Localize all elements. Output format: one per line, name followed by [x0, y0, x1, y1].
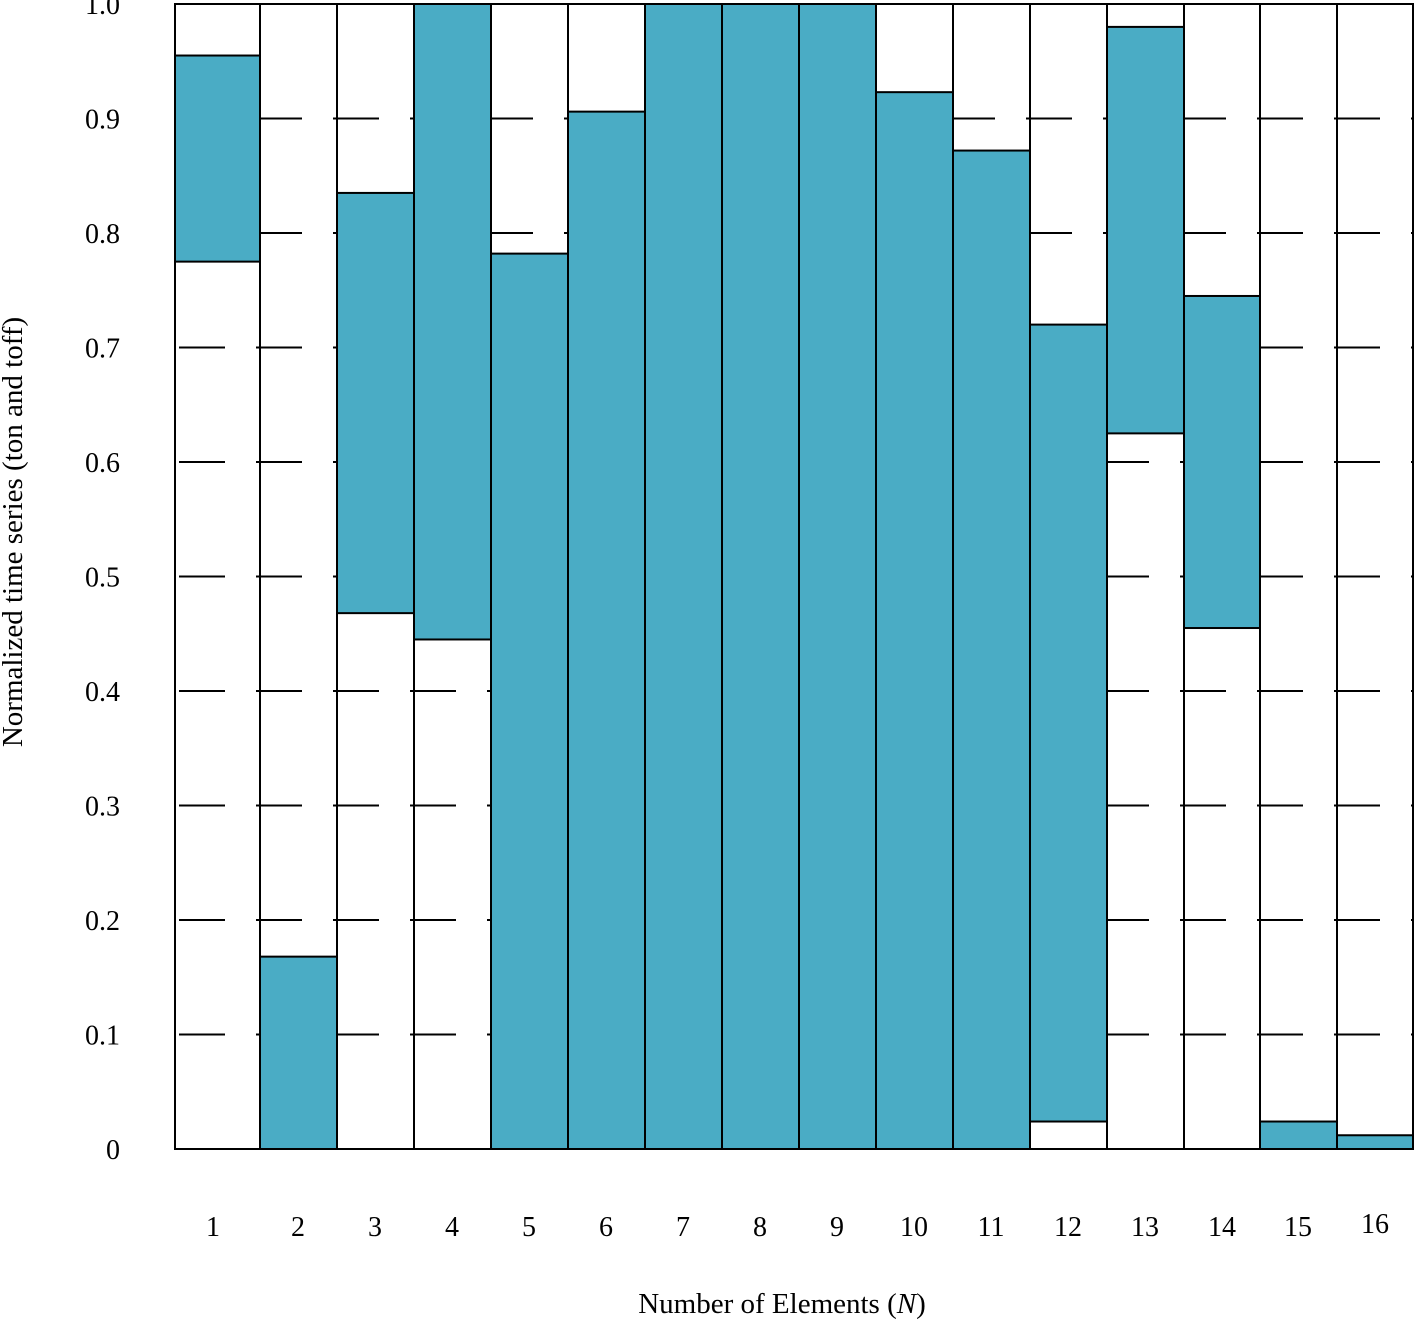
bar-element-4: [413, 3, 492, 641]
y-tick-label: 0.6: [85, 448, 120, 479]
x-tick-label: 16: [1361, 1209, 1389, 1240]
x-tick-label: 3: [368, 1212, 382, 1243]
y-tick-label: 0.4: [85, 677, 120, 708]
bar-element-2: [259, 955, 338, 1151]
bar-element-3: [336, 191, 415, 615]
bar-element-5: [490, 252, 569, 1151]
x-tick-label: 7: [676, 1212, 690, 1243]
y-tick-label: 0.3: [85, 792, 120, 823]
y-tick-label: 0.9: [85, 105, 120, 136]
bar-element-6: [567, 110, 646, 1150]
x-tick-label: 1: [206, 1212, 220, 1243]
x-tick-label: 10: [900, 1212, 928, 1243]
y-tick-labels: 0 0.1 0.2 0.3 0.4 0.5 0.6 0.7 0.8 0.9 1.0: [85, 0, 120, 1166]
x-tick-label: 4: [445, 1212, 459, 1243]
y-tick-label: 0.5: [85, 563, 120, 594]
plot-frame: [174, 3, 1414, 1150]
x-tick-label: 6: [599, 1212, 613, 1243]
y-tick-label: 0.1: [85, 1021, 120, 1052]
x-axis-title: Number of Elements (N): [638, 1288, 926, 1320]
y-tick-label: 0: [106, 1135, 120, 1166]
x-tick-label: 11: [978, 1212, 1005, 1243]
y-tick-label: 0.2: [85, 906, 120, 937]
x-tick-labels: 1 2 3 4 5 6 7 8 9 10 11 12 13 14 15 16: [206, 1209, 1389, 1243]
x-tick-label: 5: [522, 1212, 536, 1243]
x-tick-label: 15: [1284, 1212, 1312, 1243]
bar-element-10: [875, 91, 954, 1150]
y-tick-label: 0.7: [85, 334, 120, 365]
y-tick-label: 0.8: [85, 219, 120, 250]
bar-element-8: [721, 3, 800, 1150]
bar-element-1: [174, 54, 261, 263]
bar-element-9: [798, 3, 877, 1150]
y-tick-label: 1.0: [85, 0, 120, 21]
x-tick-label: 2: [291, 1212, 305, 1243]
bar-element-16: [1336, 1134, 1414, 1151]
bar-element-15: [1259, 1120, 1338, 1151]
x-axis-title-variable: N: [896, 1288, 918, 1320]
x-tick-label: 8: [753, 1212, 767, 1243]
bars: [174, 3, 1414, 1151]
bar-element-13: [1106, 25, 1185, 435]
bar-element-14: [1183, 294, 1261, 630]
x-tick-label: 9: [830, 1212, 844, 1243]
x-axis-title-text: Number of Elements (: [638, 1288, 897, 1320]
y-axis-title: Normalized time series (ton and toff): [0, 317, 29, 747]
bar-element-7: [644, 3, 723, 1150]
x-tick-label: 13: [1131, 1212, 1159, 1243]
bar-element-12: [1029, 323, 1108, 1123]
x-axis-title-close: ): [916, 1288, 926, 1320]
x-tick-label: 14: [1208, 1212, 1236, 1243]
bar-element-11: [952, 149, 1031, 1150]
x-tick-label: 12: [1054, 1212, 1082, 1243]
